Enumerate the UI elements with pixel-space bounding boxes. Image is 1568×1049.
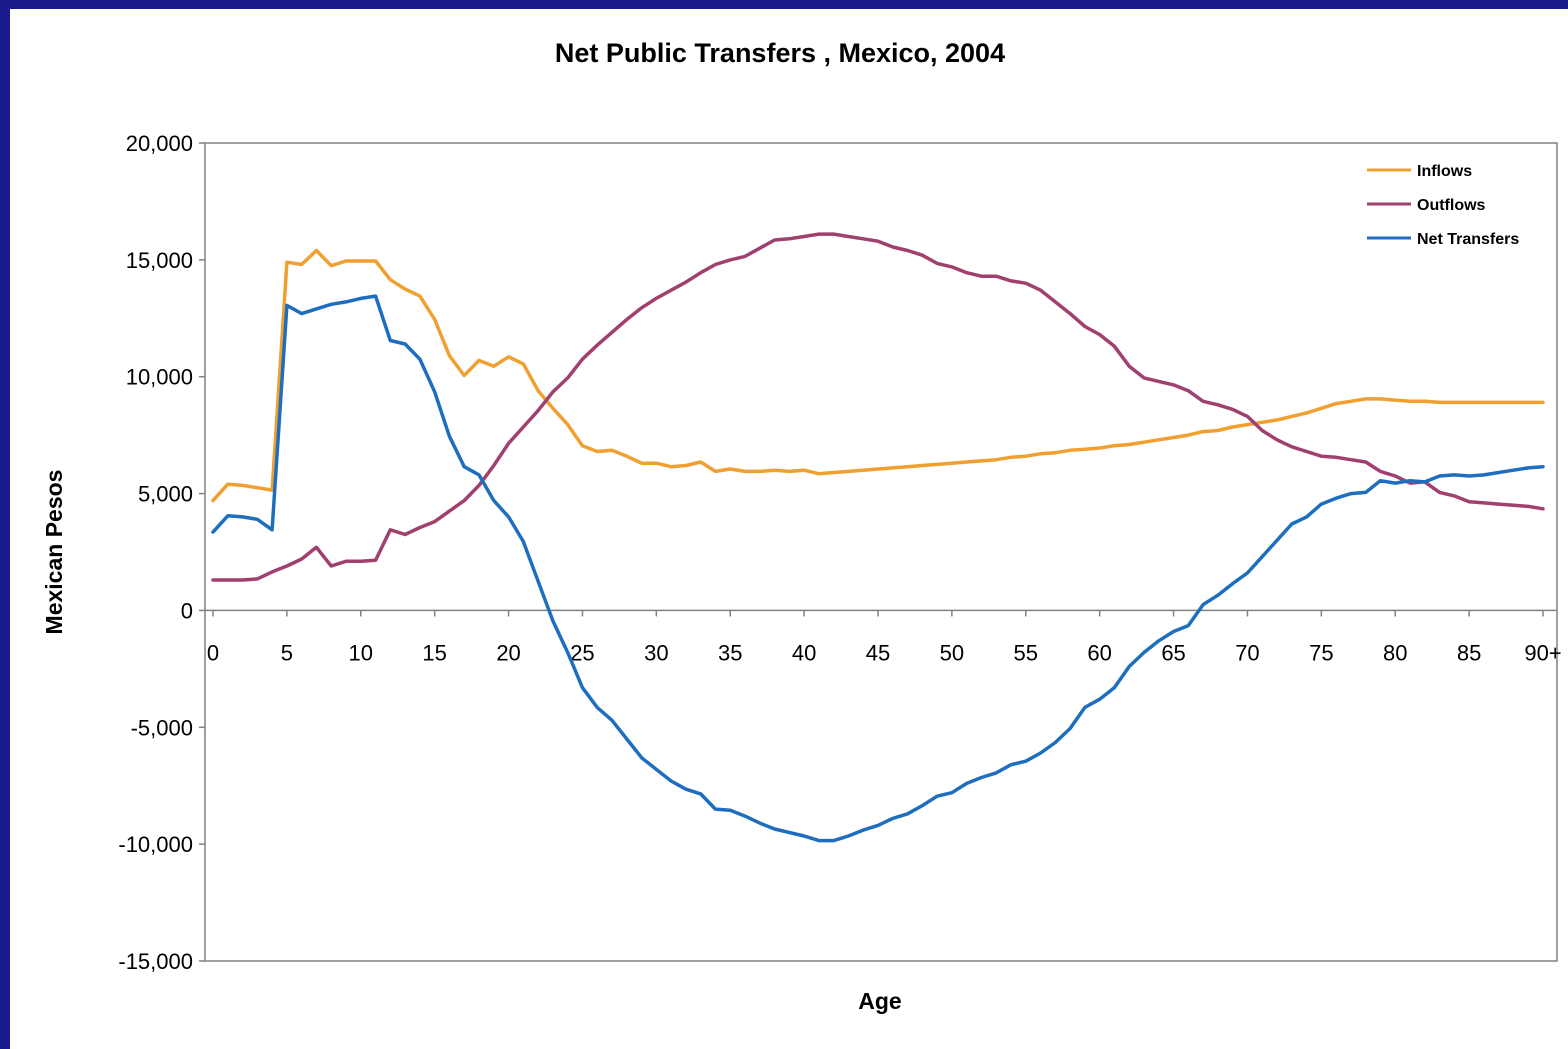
chart-title: Net Public Transfers , Mexico, 2004 xyxy=(555,38,1005,68)
y-tick-label: 10,000 xyxy=(126,365,193,390)
series-line-net-transfers xyxy=(211,294,1545,843)
series-line-inflows xyxy=(211,248,1545,503)
x-tick-label: 20 xyxy=(496,640,520,665)
y-axis: 20,000 15,000 10,000 5,000 0 -5,000 -10,000 -15… xyxy=(118,131,205,974)
x-tick-label: 45 xyxy=(866,640,890,665)
x-tick-label: 25 xyxy=(570,640,594,665)
plot-area xyxy=(204,142,1558,962)
x-axis-title: Age xyxy=(858,988,901,1014)
x-tick-label: 55 xyxy=(1014,640,1038,665)
x-tick-label: 70 xyxy=(1235,640,1259,665)
series-line-outflows xyxy=(211,232,1545,582)
y-tick-label: 5,000 xyxy=(138,482,193,507)
x-tick-label: 35 xyxy=(718,640,742,665)
x-tick-label: 90+ xyxy=(1524,640,1561,665)
legend-label: Inflows xyxy=(1417,163,1472,180)
x-tick-label: 65 xyxy=(1161,640,1185,665)
y-tick-label: -5,000 xyxy=(131,715,193,740)
x-tick-label: 10 xyxy=(349,640,373,665)
x-tick-label: 60 xyxy=(1087,640,1111,665)
y-tick-label: -10,000 xyxy=(118,832,193,857)
legend: Inflows Outflows Net Transfers xyxy=(1367,163,1519,248)
x-tick-label: 80 xyxy=(1383,640,1407,665)
x-tick-label: 0 xyxy=(207,640,219,665)
y-tick-label: 0 xyxy=(181,598,193,623)
x-tick-label: 15 xyxy=(422,640,446,665)
y-axis-title: Mexican Pesos xyxy=(41,470,67,635)
x-tick-label: 50 xyxy=(940,640,964,665)
legend-label: Net Transfers xyxy=(1417,231,1519,248)
chart: Net Public Transfers , Mexico, 2004 20,0… xyxy=(41,38,1562,1014)
legend-label: Outflows xyxy=(1417,197,1486,214)
y-tick-label: -15,000 xyxy=(118,949,193,974)
x-tick-label: 5 xyxy=(281,640,293,665)
series-layer xyxy=(211,232,1545,843)
x-axis: 0 5 10 15 20 25 30 35 40 45 50 55 60 65 70 75 80 85 90+ xyxy=(205,609,1562,665)
x-tick-label: 85 xyxy=(1457,640,1481,665)
slide: Net Public Transfers , Mexico, 2004 20,0… xyxy=(10,9,1568,1049)
x-tick-label: 40 xyxy=(792,640,816,665)
x-tick-label: 75 xyxy=(1309,640,1333,665)
x-tick-label: 30 xyxy=(644,640,668,665)
y-tick-label: 15,000 xyxy=(126,248,193,273)
y-tick-label: 20,000 xyxy=(126,131,193,156)
